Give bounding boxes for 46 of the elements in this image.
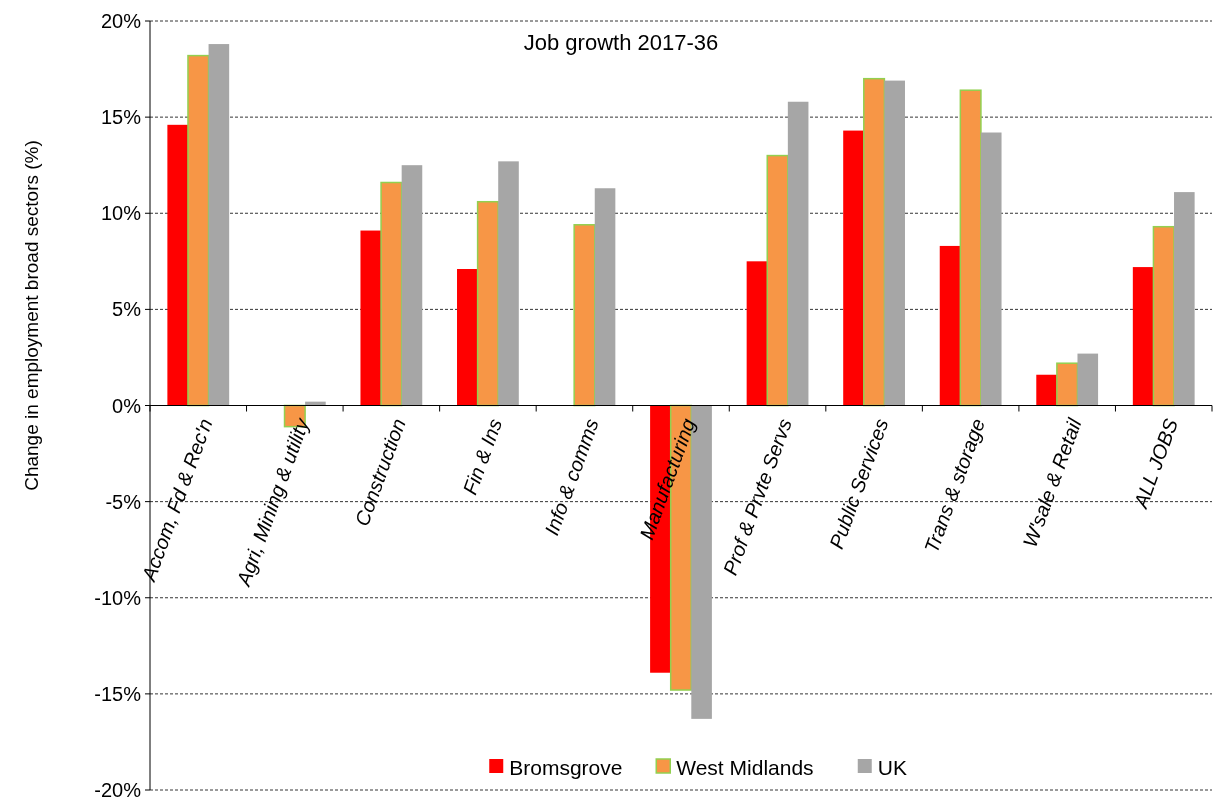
- y-tick-label: 0%: [112, 394, 142, 417]
- bar: [787, 101, 809, 406]
- bar: [1174, 192, 1195, 406]
- bar: [1077, 353, 1099, 406]
- y-tick-label: 15%: [100, 106, 142, 129]
- y-axis-title: Change in employment broad sectors (%): [21, 140, 42, 491]
- bar: [746, 261, 768, 406]
- x-tick-label: ALL JOBS: [1129, 415, 1183, 512]
- bar: [167, 124, 188, 406]
- legend-label: West Midlands: [676, 756, 814, 780]
- bar: [380, 181, 403, 407]
- y-tick-label: -5%: [105, 490, 142, 513]
- bar: [884, 80, 905, 406]
- y-tick-label: 20%: [100, 10, 142, 32]
- bar: [457, 269, 478, 406]
- x-tick-label: Trans & storage: [920, 415, 989, 556]
- bar: [401, 165, 423, 406]
- bar: [1056, 362, 1079, 407]
- bar: [843, 130, 864, 406]
- bar: [1152, 225, 1175, 407]
- y-tick-label: -10%: [94, 586, 142, 609]
- bar: [863, 77, 886, 407]
- x-tick-label: Fin & Ins: [458, 415, 507, 498]
- bar: [573, 224, 596, 407]
- y-tick-label: 10%: [100, 202, 142, 225]
- y-tick-label: -20%: [94, 779, 142, 801]
- bar: [939, 245, 961, 406]
- chart-title: Job growth 2017-36: [523, 30, 719, 55]
- bar: [187, 54, 210, 407]
- y-tick-label: -15%: [94, 682, 142, 705]
- bar: [766, 154, 789, 407]
- bar: [208, 44, 230, 406]
- y-tick-label: 5%: [112, 298, 142, 321]
- x-tick-label: W'sale & Retail: [1018, 415, 1086, 551]
- bar: [498, 161, 519, 406]
- bar: [1036, 374, 1057, 406]
- bar: [959, 89, 982, 407]
- legend-label: UK: [877, 756, 907, 780]
- bar: [594, 188, 616, 406]
- bar: [980, 132, 1002, 406]
- x-tick-label: Prof & Prvte Servs: [718, 415, 796, 578]
- bar: [476, 200, 499, 407]
- legend-label: Bromsgrove: [509, 756, 623, 780]
- x-tick-label: Info & comms: [540, 415, 603, 539]
- bar: [1132, 267, 1154, 406]
- bar: [360, 230, 382, 406]
